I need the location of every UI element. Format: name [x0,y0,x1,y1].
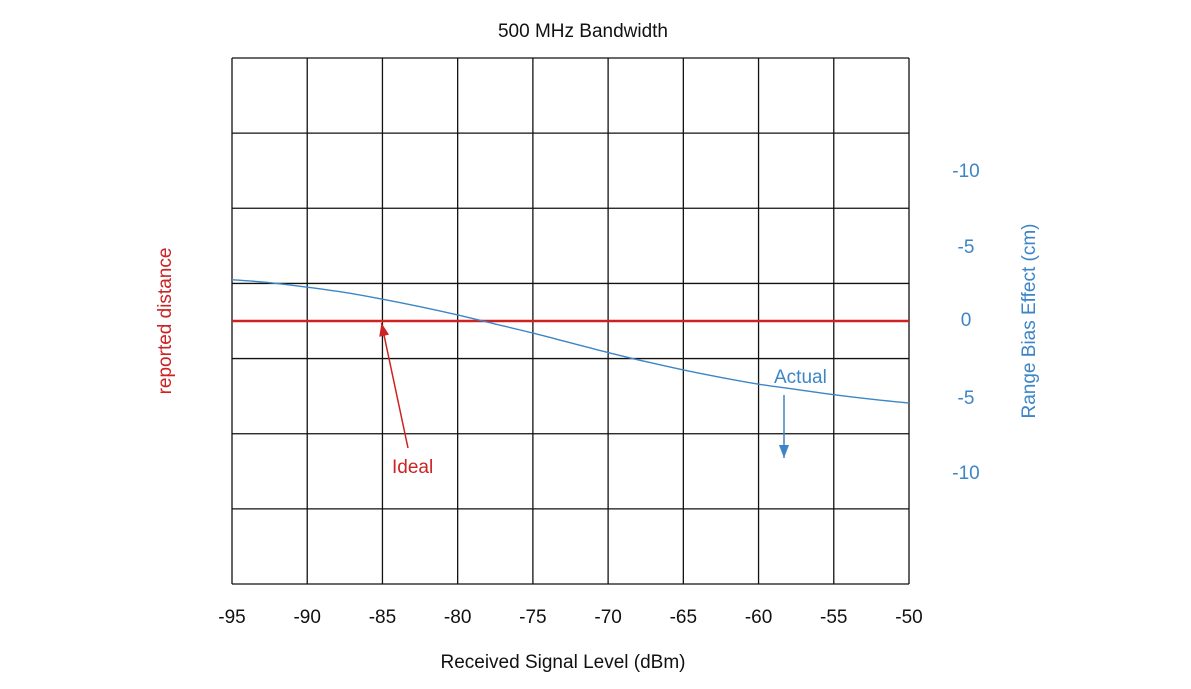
right-tick-label: -5 [958,388,975,409]
x-tick-label: -55 [820,607,847,628]
x-tick-label: -70 [594,607,621,628]
annotation-layer: Ideal Actual [379,322,827,478]
actual-series-layer [231,278,910,404]
actual-series-line [231,278,910,404]
y-axis-label-left: reported distance [155,248,176,395]
chart-title: 500 MHz Bandwidth [498,21,668,42]
actual-annotation-arrow [779,395,789,458]
right-tick-label: -10 [952,161,979,182]
chart-grid [231,57,910,585]
x-tick-label: -60 [745,607,772,628]
x-tick-label: -90 [293,607,320,628]
x-tick-label: -65 [670,607,697,628]
right-tick-labels: -10 -5 0 -5 -10 [952,161,979,484]
ideal-annotation-arrow [379,322,409,449]
x-tick-label: -80 [444,607,471,628]
ideal-annotation-label: Ideal [392,457,433,478]
x-tick-label: -75 [519,607,546,628]
right-tick-label: 0 [961,310,972,331]
right-tick-label: -5 [958,237,975,258]
x-tick-label: -85 [369,607,396,628]
actual-annotation-label: Actual [774,367,827,388]
x-tick-label: -50 [895,607,922,628]
right-tick-label: -10 [952,463,979,484]
x-tick-label: -95 [218,607,245,628]
x-tick-labels: -95 -90 -85 -80 -75 -70 -65 -60 -55 -50 [218,607,922,628]
y-axis-label-right: Range Bias Effect (cm) [1019,223,1040,418]
x-axis-label: Received Signal Level (dBm) [440,652,685,673]
